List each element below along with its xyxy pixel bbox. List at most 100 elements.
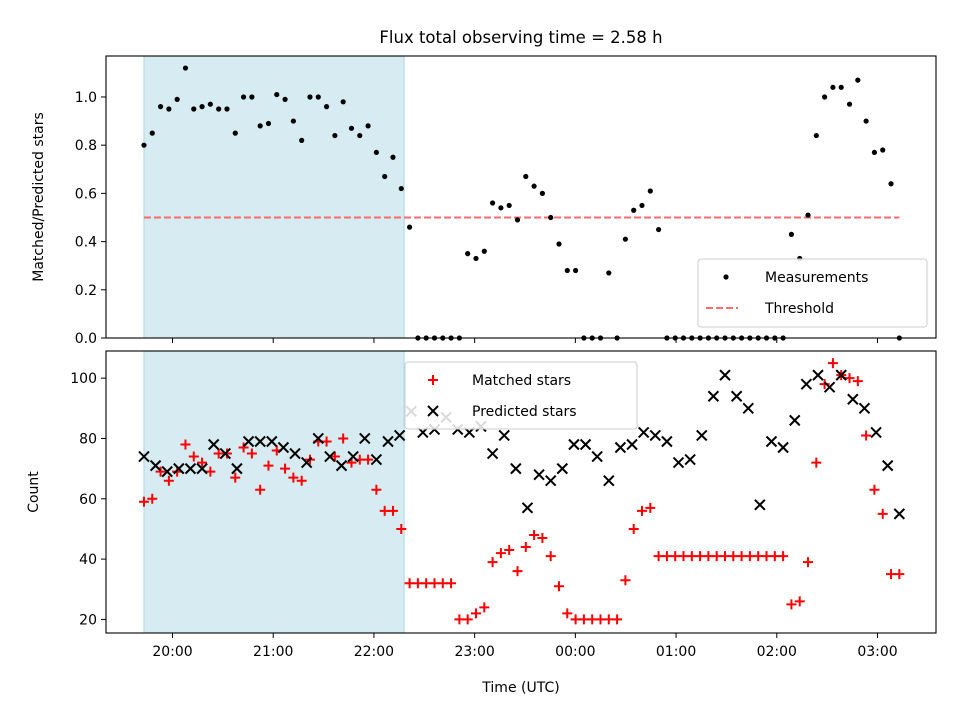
shaded-region	[143, 55, 405, 339]
data-point	[765, 435, 778, 448]
data-point	[465, 251, 471, 257]
data-point	[230, 472, 241, 483]
data-point	[338, 433, 349, 444]
data-point	[138, 496, 149, 507]
data-point	[827, 358, 838, 369]
data-point	[231, 462, 243, 475]
y-tick-label: 60	[79, 492, 97, 508]
data-point	[545, 551, 556, 562]
data-point	[240, 94, 247, 100]
data-point	[290, 118, 296, 124]
data-point	[274, 91, 280, 98]
data-point	[359, 432, 371, 445]
data-point	[556, 462, 569, 475]
y-tick-label: 0.6	[75, 186, 97, 202]
data-point	[548, 214, 554, 221]
data-point	[382, 435, 394, 448]
y-tick-label: 100	[70, 371, 97, 387]
data-point	[730, 390, 743, 402]
data-point	[656, 226, 662, 233]
data-point	[390, 154, 396, 160]
data-point	[877, 508, 888, 519]
legend-marker	[427, 405, 439, 417]
shaded-region	[143, 350, 405, 634]
data-point	[224, 106, 230, 112]
data-point	[280, 463, 291, 474]
data-point	[504, 545, 515, 556]
data-point	[289, 447, 301, 460]
data-point	[365, 123, 371, 129]
data-point	[838, 84, 844, 90]
data-point	[329, 451, 340, 462]
data-point	[382, 173, 388, 180]
data-point	[742, 402, 754, 415]
data-point	[487, 557, 498, 568]
data-point	[163, 475, 174, 486]
series-matched-stars	[138, 358, 905, 625]
data-point	[603, 474, 615, 487]
data-point	[479, 602, 490, 613]
data-point	[880, 147, 886, 153]
data-point	[207, 101, 213, 107]
data-point	[371, 484, 382, 495]
x-tick-label: 23:00	[454, 644, 494, 660]
data-point	[348, 125, 355, 131]
data-point	[300, 456, 313, 469]
y-tick-label: 0.2	[75, 283, 97, 299]
data-point	[257, 123, 263, 129]
data-point	[232, 130, 238, 136]
data-point	[498, 429, 510, 442]
data-point	[266, 435, 278, 448]
data-point	[830, 84, 836, 90]
data-point	[645, 502, 656, 513]
data-point	[822, 94, 828, 100]
data-point	[238, 442, 249, 453]
y-tick-label: 0.4	[75, 235, 97, 251]
data-point	[533, 468, 545, 481]
data-point	[398, 185, 404, 192]
data-point	[852, 376, 863, 387]
data-point	[197, 457, 208, 468]
data-point	[881, 459, 894, 472]
data-point	[846, 101, 853, 107]
data-point	[332, 132, 338, 139]
data-point	[180, 439, 191, 450]
data-point	[622, 236, 629, 242]
data-point	[805, 212, 811, 218]
x-tick-label: 00:00	[555, 644, 595, 660]
data-point	[544, 474, 557, 487]
x-tick-label: 03:00	[857, 644, 897, 660]
data-point	[568, 438, 580, 451]
y-tick-label: 0.8	[75, 138, 97, 154]
data-point	[794, 596, 805, 607]
data-point	[612, 614, 623, 625]
data-point	[520, 542, 531, 553]
data-point	[296, 475, 307, 486]
data-point	[637, 426, 650, 439]
data-point	[707, 390, 720, 402]
x-tick-label: 21:00	[253, 644, 293, 660]
top-panel: 0.0 0.2 0.4 0.6 0.8 1.0 Matched/Predicted star…	[31, 55, 937, 347]
legend-label: Predicted stars	[472, 404, 577, 420]
legend: Measurements Threshold	[697, 258, 928, 328]
data-point	[788, 231, 795, 237]
data-point	[506, 202, 512, 209]
data-point	[246, 448, 257, 459]
data-point	[219, 447, 232, 460]
data-point	[393, 429, 406, 442]
data-point	[173, 462, 185, 475]
x-axis-label: Time (UTC)	[481, 680, 559, 696]
data-point	[174, 96, 180, 102]
data-point	[591, 450, 603, 463]
data-point	[196, 462, 208, 475]
y-axis-label: Count	[26, 471, 42, 513]
x-tick-label: 01:00	[656, 644, 696, 660]
data-point	[823, 381, 836, 393]
data-point	[855, 77, 861, 83]
data-point	[486, 447, 499, 460]
data-point	[869, 484, 880, 495]
data-point	[888, 181, 894, 187]
data-point	[510, 462, 522, 475]
data-point	[242, 435, 255, 448]
